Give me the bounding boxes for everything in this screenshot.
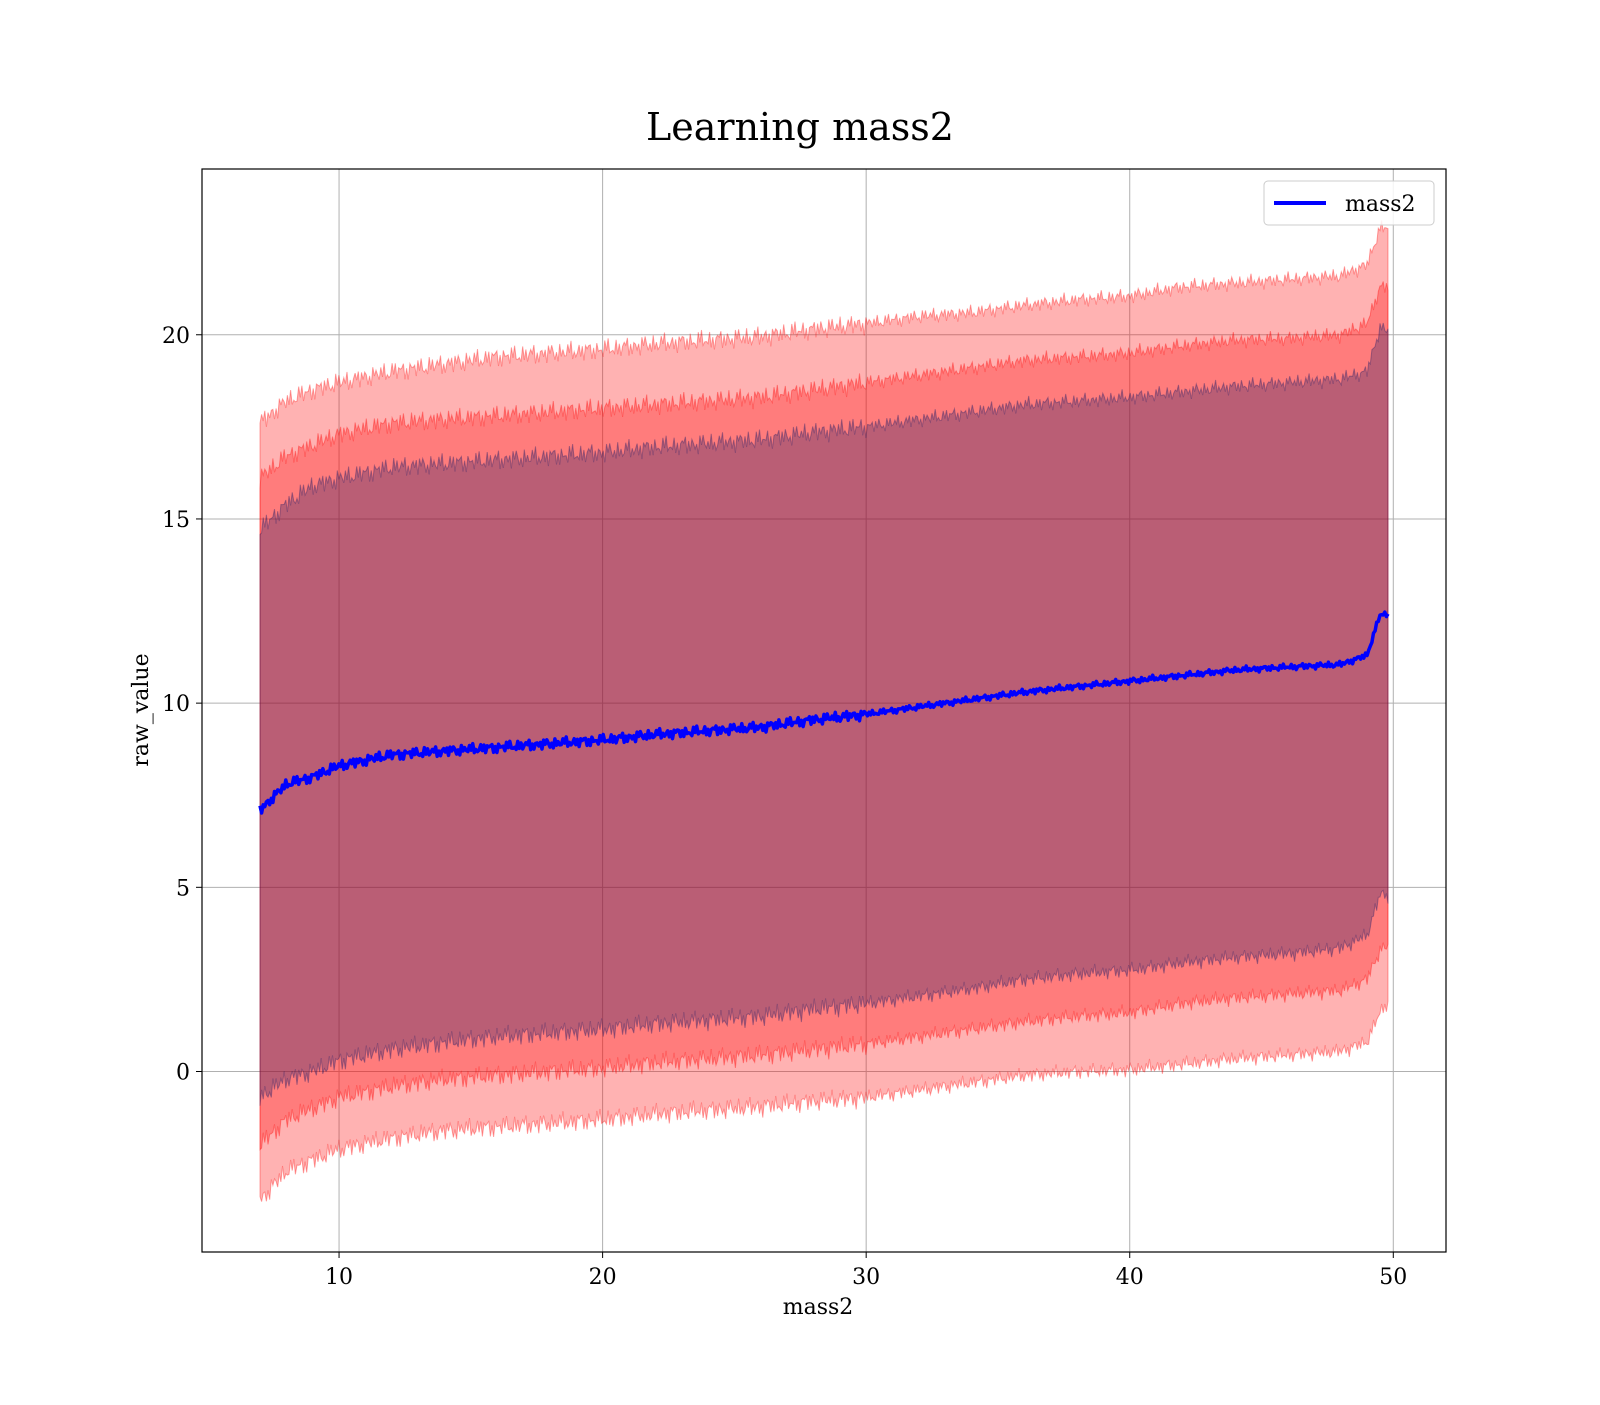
confidence-band-1 [259,220,1389,1202]
x-tick-label: 40 [1116,1265,1144,1290]
y-tick-label: 5 [176,876,190,901]
x-tick-label: 50 [1379,1265,1407,1290]
legend-label-mass2: mass2 [1345,192,1416,217]
series-line-mass2 [258,610,1390,815]
chart-title: Learning mass2 [646,105,954,149]
y-tick-label: 20 [162,324,190,349]
axis-ticks: 10 20 30 40 50 0 5 10 15 20 [162,324,1407,1290]
y-axis-label: raw_value [129,653,154,766]
y-tick-label: 10 [162,692,190,717]
y-tick-label: 0 [176,1061,190,1086]
x-axis-label: mass2 [783,1295,854,1320]
x-tick-label: 20 [589,1265,617,1290]
series-lines [258,610,1390,815]
y-tick-label: 15 [162,508,190,533]
grid-layer [202,169,1446,1252]
plot-area-frame [201,168,1447,1253]
confidence-bands [259,220,1389,1202]
legend-box [1263,180,1435,226]
legend: mass2 [1263,180,1435,226]
x-tick-label: 30 [852,1265,880,1290]
x-tick-label: 10 [325,1265,353,1290]
